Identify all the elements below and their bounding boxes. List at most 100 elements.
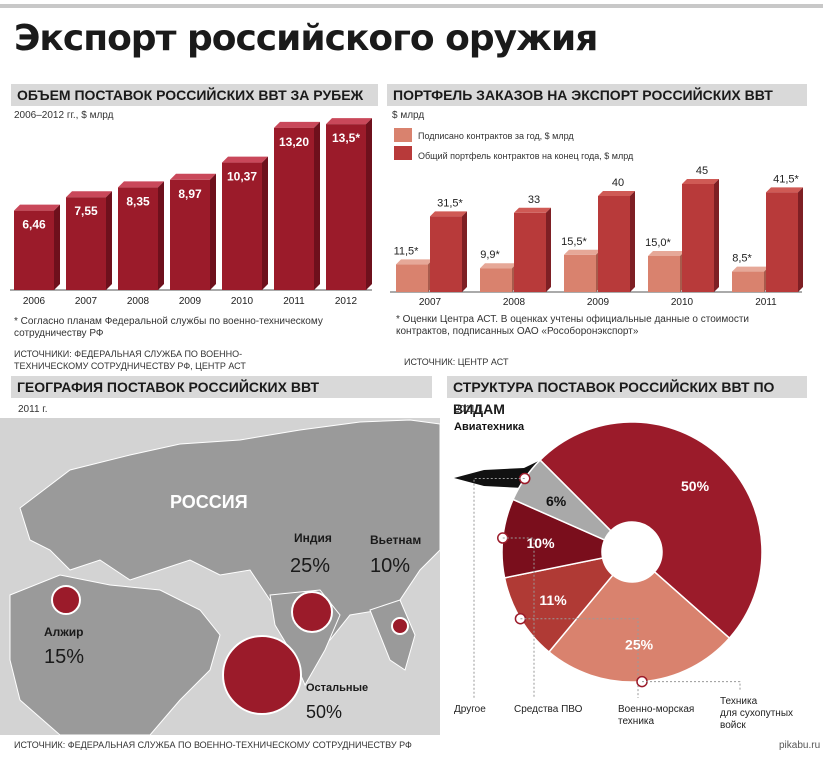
- legend-total: Общий портфель контрактов на конец года,…: [418, 151, 634, 161]
- portfolio-source: ИСТОЧНИК: ЦЕНТР АСТ: [404, 357, 509, 367]
- volume-category-label: 2010: [231, 296, 254, 307]
- portfolio-bar-label: 15,5*: [561, 236, 587, 248]
- portfolio-bar-top: [430, 211, 467, 217]
- donut-slice: [539, 421, 763, 640]
- donut-category-label: для сухопутных: [720, 708, 793, 719]
- legend-swatch-signed: [394, 128, 412, 142]
- portfolio-category-label: 2007: [419, 297, 442, 308]
- bubble-algeria: [51, 585, 81, 615]
- volume-bar-label: 6,46: [22, 218, 46, 232]
- label-others-name: Остальные: [306, 682, 368, 694]
- volume-category-label: 2007: [75, 296, 98, 307]
- volume-bar: [274, 127, 314, 290]
- donut-callout-line: [502, 537, 535, 698]
- volume-category-label: 2012: [335, 296, 358, 307]
- donut-slice: [512, 459, 612, 541]
- map-landmass-eurasia: [19, 419, 440, 652]
- volume-bar-top: [222, 156, 268, 163]
- bubble-vietnam: [391, 617, 409, 635]
- volume-bar: [170, 179, 210, 290]
- portfolio-bar-label: 33: [528, 194, 540, 206]
- portfolio-category-label: 2011: [755, 297, 777, 308]
- portfolio-bar-label: 15,0*: [645, 237, 671, 249]
- volume-bar-chart: 6,46 2006 7,55 2007 8,35 2008 8,97 2009 10,37 201…: [10, 118, 372, 307]
- portfolio-bar-label: 40: [612, 177, 624, 189]
- volume-bar-label: 8,97: [178, 187, 202, 201]
- portfolio-category-label: 2009: [587, 297, 610, 308]
- volume-bar-side: [54, 204, 60, 290]
- portfolio-bar: [396, 264, 428, 292]
- volume-bar: [118, 187, 158, 290]
- portfolio-bar-label: 31,5*: [437, 197, 463, 209]
- volume-bar: [326, 124, 366, 291]
- legend-signed: Подписано контрактов за год, $ млрд: [418, 131, 574, 141]
- portfolio-bar-top: [648, 251, 685, 256]
- volume-note: * Согласно планам Федеральной службы по …: [14, 316, 323, 339]
- donut-slice-label: 11%: [539, 592, 567, 608]
- geography-subtitle: 2011 г.: [18, 404, 48, 415]
- top-rule: [0, 4, 823, 8]
- watermark: pikabu.ru: [779, 740, 821, 751]
- volume-bar-top: [274, 121, 320, 128]
- portfolio-note: * Оценки Центра АСТ. В оценках учтены оф…: [396, 314, 749, 337]
- portfolio-bar-top: [514, 207, 551, 213]
- volume-subtitle: 2006–2012 гг., $ млрд: [14, 110, 114, 121]
- portfolio-bar: [732, 271, 764, 292]
- portfolio-bar-side: [546, 207, 551, 292]
- portfolio-bar-label: 8,5*: [732, 253, 752, 265]
- geography-map: РОССИЯ Индия 25% Вьетнам 10% Алжир 15% О…: [0, 418, 440, 735]
- volume-bar-top: [170, 173, 216, 180]
- volume-bar: [14, 210, 54, 290]
- volume-bar-side: [262, 156, 268, 290]
- portfolio-bar-side: [798, 187, 803, 292]
- portfolio-bar-side: [462, 211, 467, 292]
- volume-category-label: 2006: [23, 296, 46, 307]
- volume-category-label: 2011: [283, 296, 305, 307]
- volume-bar-label: 13,20: [279, 135, 309, 149]
- volume-bar-label: 10,37: [227, 170, 257, 184]
- donut-category-label: Средства ПВО: [514, 704, 583, 715]
- portfolio-bar-top: [682, 179, 719, 184]
- volume-bar-top: [14, 204, 60, 211]
- portfolio-category-label: 2010: [671, 297, 694, 308]
- donut-slice-label: 25%: [625, 637, 654, 653]
- volume-bar-label: 8,35: [126, 194, 150, 208]
- volume-bar-side: [314, 121, 320, 290]
- portfolio-bar-label: 9,9*: [480, 249, 500, 261]
- label-algeria-share: 15%: [44, 646, 84, 668]
- donut-category-label: Другое: [454, 704, 486, 715]
- donut-category-label: войск: [720, 720, 746, 731]
- aviation-label: Авиатехника: [454, 421, 525, 433]
- structure-subtitle: 2011 г.: [454, 404, 484, 415]
- donut-slice: [547, 570, 731, 683]
- volume-category-label: 2009: [179, 296, 202, 307]
- russia-label: РОССИЯ: [170, 492, 248, 512]
- volume-bar-side: [366, 118, 372, 291]
- label-vietnam-share: 10%: [370, 555, 410, 577]
- volume-category-label: 2008: [127, 296, 150, 307]
- page-title: Экспорт российского оружия: [14, 18, 598, 59]
- volume-bar-label: 7,55: [74, 204, 98, 218]
- portfolio-bar-top: [732, 266, 769, 272]
- donut-slice-label: 50%: [681, 478, 710, 494]
- portfolio-subtitle: $ млрд: [392, 110, 425, 121]
- portfolio-bar-label: 45: [696, 165, 708, 177]
- portfolio-bar: [564, 254, 596, 292]
- portfolio-bar: [766, 192, 798, 292]
- portfolio-bar-side: [630, 191, 635, 292]
- volume-bar-side: [158, 181, 164, 290]
- portfolio-bar: [430, 216, 462, 292]
- volume-source: ИСТОЧНИКИ: ФЕДЕРАЛЬНАЯ СЛУЖБА ПО ВОЕННО-…: [14, 349, 246, 371]
- map-landmass-africa: [9, 574, 221, 735]
- bubble-india: [291, 591, 333, 633]
- label-india-name: Индия: [294, 531, 332, 545]
- portfolio-bar: [514, 212, 546, 292]
- donut-slice: [503, 557, 614, 654]
- label-others-share: 50%: [306, 702, 342, 722]
- donut-callout-line: [473, 478, 525, 698]
- portfolio-bar-label: 11,5*: [394, 245, 420, 257]
- section-header-portfolio: ПОРТФЕЛЬ ЗАКАЗОВ НА ЭКСПОРТ РОССИЙСКИХ В…: [384, 84, 807, 106]
- portfolio-bar-top: [766, 187, 803, 193]
- label-vietnam-name: Вьетнам: [370, 533, 421, 547]
- structure-donut-chart: Авиатехника 50% 25% 11% 10% 6% Другое Средства…: [454, 421, 793, 731]
